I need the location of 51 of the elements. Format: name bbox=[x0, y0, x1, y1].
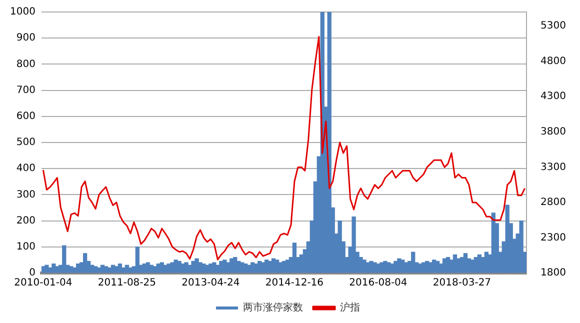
bar bbox=[194, 258, 199, 273]
y-tick-label: 1000 bbox=[10, 6, 36, 18]
y-tick-label: 800 bbox=[16, 58, 36, 70]
bar bbox=[135, 246, 140, 273]
bar bbox=[146, 262, 150, 273]
x-tick-label: 2018-03-27 bbox=[432, 278, 492, 289]
bar bbox=[372, 262, 377, 273]
bar bbox=[83, 253, 88, 273]
bar bbox=[118, 264, 122, 273]
y2-tick-label: 3800 bbox=[540, 126, 566, 138]
y2-tick-label: 4800 bbox=[540, 56, 566, 67]
x-tick-label: 2016-08-04 bbox=[349, 278, 408, 289]
legend-label: 沪指 bbox=[340, 302, 360, 314]
bar bbox=[104, 266, 108, 273]
bar bbox=[62, 245, 66, 273]
x-tick-label: 2013-04-24 bbox=[182, 278, 240, 289]
bar bbox=[93, 266, 98, 273]
y2-tick-label: 3300 bbox=[540, 162, 566, 173]
y2-tick-label: 4300 bbox=[540, 91, 566, 102]
y-tick-label: 500 bbox=[16, 137, 36, 148]
y2-tick-label: 5300 bbox=[540, 20, 566, 32]
x-tick-label: 2014-12-16 bbox=[265, 278, 324, 289]
bar bbox=[52, 264, 56, 273]
bar bbox=[69, 266, 74, 273]
y-tick-label: 600 bbox=[16, 110, 36, 122]
bar bbox=[411, 252, 416, 273]
bar bbox=[519, 220, 524, 273]
y-tick-label: 300 bbox=[16, 189, 36, 200]
bar bbox=[184, 262, 188, 273]
bar bbox=[202, 264, 206, 273]
bar bbox=[386, 262, 391, 273]
x-tick-label: 2011-08-25 bbox=[98, 278, 156, 289]
bar bbox=[352, 216, 356, 273]
bar bbox=[212, 262, 216, 273]
y-tick-label: 400 bbox=[16, 163, 36, 174]
y-tick-label: 700 bbox=[16, 84, 36, 96]
bar bbox=[362, 260, 366, 273]
y-tick-label: 100 bbox=[16, 241, 36, 252]
bar bbox=[198, 262, 202, 273]
bar bbox=[160, 262, 164, 273]
y-tick-label: 900 bbox=[16, 32, 36, 44]
y-tick-label: 200 bbox=[16, 215, 36, 226]
x-tick-label: 2010-01-04 bbox=[14, 278, 72, 289]
y2-tick-label: 1800 bbox=[540, 268, 566, 279]
bar bbox=[177, 260, 182, 273]
y-tick-label: 0 bbox=[29, 268, 36, 279]
bar bbox=[292, 242, 297, 273]
bar bbox=[44, 264, 49, 273]
legend-label: 两市涨停家数 bbox=[243, 302, 303, 314]
y2-tick-label: 2800 bbox=[540, 197, 566, 208]
y2-tick-label: 2300 bbox=[540, 232, 566, 244]
